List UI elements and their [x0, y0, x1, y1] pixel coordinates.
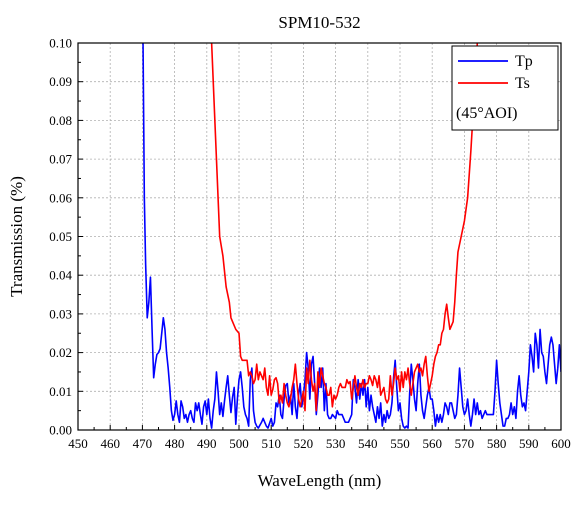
series-line-ts: [210, 43, 479, 412]
y-tick-label: 0.06: [49, 190, 72, 205]
x-axis-title: WaveLength (nm): [258, 471, 382, 490]
y-tick-label: 0.09: [49, 74, 72, 89]
x-tick-label: 550: [390, 436, 410, 451]
x-tick-label: 480: [165, 436, 185, 451]
legend-note: (45°AOI): [456, 105, 518, 122]
legend: Tp Ts (45°AOI): [451, 45, 559, 131]
data-layer: [142, 43, 561, 429]
x-tick-label: 600: [551, 436, 571, 451]
y-tick-label: 0.00: [49, 423, 72, 438]
x-tick-label: 460: [100, 436, 120, 451]
x-tick-label: 580: [487, 436, 507, 451]
legend-label-ts: Ts: [515, 75, 530, 92]
x-tick-label: 490: [197, 436, 217, 451]
x-tick-label: 570: [455, 436, 475, 451]
x-tick-label: 540: [358, 436, 378, 451]
y-axis-title: Transmission (%): [7, 176, 26, 297]
series-line-tp: [142, 43, 561, 429]
y-tick-label: 0.04: [49, 268, 72, 283]
y-tick-label: 0.03: [49, 306, 72, 321]
ticks: 450 460 470 480 490 500 510 520 530 540 550 560 570 5…: [49, 36, 571, 452]
y-tick-label: 0.07: [49, 152, 72, 167]
x-tick-label: 590: [519, 436, 539, 451]
x-tick-label: 450: [68, 436, 88, 451]
y-tick-label: 0.08: [49, 113, 72, 128]
x-tick-label: 470: [133, 436, 153, 451]
x-tick-label: 510: [261, 436, 281, 451]
x-tick-label: 520: [294, 436, 314, 451]
x-tick-label: 560: [422, 436, 442, 451]
chart-title: SPM10-532: [278, 13, 360, 32]
y-tick-label: 0.05: [49, 229, 72, 244]
legend-box: [451, 45, 559, 131]
y-tick-label: 0.02: [49, 345, 72, 360]
legend-label-tp: Tp: [515, 53, 533, 70]
x-tick-label: 530: [326, 436, 346, 451]
y-tick-label: 0.10: [49, 36, 72, 51]
y-tick-label: 0.01: [49, 384, 72, 399]
x-tick-label: 500: [229, 436, 249, 451]
